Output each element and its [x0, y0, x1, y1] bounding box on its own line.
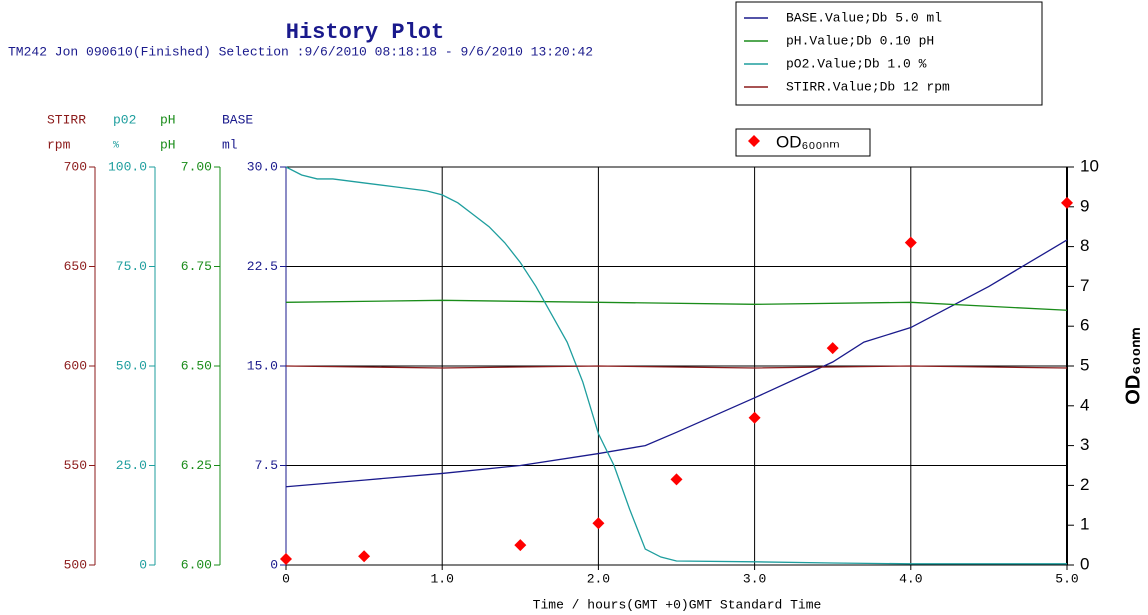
y-tick-label: 50.0 — [116, 358, 147, 373]
od-point — [514, 539, 527, 552]
y-tick-label: 6.00 — [181, 557, 212, 572]
y2-tick-label: 8 — [1080, 236, 1089, 255]
od-point — [670, 473, 683, 486]
y2-tick-label: 5 — [1080, 355, 1089, 374]
x-axis-label: Time / hours(GMT +0)GMT Standard Time — [533, 597, 822, 612]
x-tick-label: 0 — [282, 571, 290, 586]
legend-box — [735, 1, 1043, 106]
chart-title: History Plot — [286, 20, 444, 45]
y-tick-label: 7.5 — [255, 458, 278, 473]
y2-axis-label: OD₆₀₀ₙₘ — [1122, 327, 1144, 405]
legend-label: STIRR.Value;Db 12 rpm — [786, 79, 950, 94]
y2-tick-label: 3 — [1080, 435, 1089, 454]
axis-name: p02 — [113, 112, 136, 127]
y2-tick-label: 6 — [1080, 316, 1089, 335]
od-point — [592, 517, 605, 530]
axis-name: BASE — [222, 112, 253, 127]
y-tick-label: 100.0 — [108, 159, 147, 174]
y-tick-label: 600 — [64, 358, 87, 373]
y-tick-label: 25.0 — [116, 458, 147, 473]
y-tick-label: 6.25 — [181, 458, 212, 473]
y-tick-label: 6.75 — [181, 259, 212, 274]
series-line — [286, 365, 1068, 369]
series-line — [286, 299, 1068, 311]
y-tick-label: 0 — [270, 557, 278, 572]
plot-area — [286, 166, 1068, 565]
y-tick-label: 650 — [64, 259, 87, 274]
axis-unit: pH — [160, 137, 176, 152]
od-point — [358, 550, 371, 563]
axis-name: pH — [160, 112, 176, 127]
y-tick-label: 22.5 — [247, 259, 278, 274]
y2-tick-label: 0 — [1080, 554, 1089, 573]
axis-name: STIRR — [47, 112, 86, 127]
od-point — [280, 553, 292, 566]
legend-label: pO2.Value;Db 1.0 % — [786, 56, 927, 71]
y-tick-label: 700 — [64, 159, 87, 174]
y2-tick-label: 2 — [1080, 475, 1089, 494]
series-line — [286, 239, 1068, 488]
y-tick-label: 7.00 — [181, 159, 212, 174]
legend-marker — [748, 135, 760, 147]
x-tick-label: 4.0 — [899, 571, 922, 586]
y-tick-label: 0 — [139, 557, 147, 572]
y-tick-label: 15.0 — [247, 358, 278, 373]
od-point — [904, 236, 917, 249]
legend-label: BASE.Value;Db 5.0 ml — [786, 10, 942, 25]
axis-unit: ml — [222, 137, 238, 152]
y-tick-label: 500 — [64, 557, 87, 572]
y-tick-label: 75.0 — [116, 259, 147, 274]
od-point — [826, 342, 839, 355]
series-line — [286, 166, 1067, 565]
y-tick-label: 550 — [64, 458, 87, 473]
y2-tick-label: 1 — [1080, 515, 1089, 534]
legend-label: OD₆₀₀ₙₘ — [776, 132, 840, 151]
x-tick-label: 5.0 — [1055, 571, 1078, 586]
x-tick-label: 1.0 — [430, 571, 453, 586]
x-tick-label: 3.0 — [743, 571, 766, 586]
chart-subtitle: TM242 Jon 090610(Finished) Selection :9/… — [8, 44, 593, 59]
axis-unit: % — [113, 141, 119, 152]
x-tick-label: 2.0 — [587, 571, 610, 586]
od-point — [1061, 196, 1073, 209]
y-tick-label: 30.0 — [247, 159, 278, 174]
y2-tick-label: 10 — [1080, 156, 1099, 175]
axis-unit: rpm — [47, 137, 71, 152]
y2-tick-label: 7 — [1080, 276, 1089, 295]
y2-tick-label: 4 — [1080, 395, 1089, 414]
od-point — [748, 411, 761, 424]
y2-tick-label: 9 — [1080, 196, 1089, 215]
y-tick-label: 6.50 — [181, 358, 212, 373]
legend-label: pH.Value;Db 0.10 pH — [786, 33, 934, 48]
